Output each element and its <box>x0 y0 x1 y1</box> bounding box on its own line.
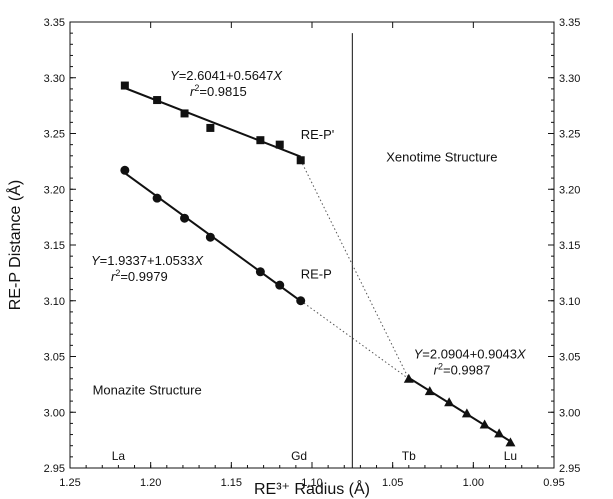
annotation-label: Xenotime Structure <box>386 149 497 164</box>
y-tick-label: 3.05 <box>44 352 65 364</box>
annotation-label: RE-P' <box>301 127 335 142</box>
fit-r-squared: r2=0.9979 <box>111 268 168 284</box>
fit-r-squared: r2=0.9815 <box>190 83 247 99</box>
square-marker <box>256 136 265 145</box>
y-tick-label-right: 3.35 <box>559 17 580 29</box>
circle-marker <box>152 193 162 203</box>
y-tick-label-right: 2.95 <box>559 463 580 475</box>
square-marker <box>153 96 162 105</box>
equation-x-symbol: X <box>272 68 283 83</box>
r-squared-value: =0.9979 <box>120 269 167 284</box>
fit-equation: Y=2.6041+0.5647X <box>170 68 283 83</box>
element-label: Lu <box>504 449 517 463</box>
y-tick-label-right: 3.20 <box>559 184 580 196</box>
fit-equation: Y=2.0904+0.9043X <box>414 347 527 362</box>
fit-line <box>408 376 511 443</box>
equation-coefficients: =2.6041+0.5647 <box>179 68 274 83</box>
triangle-marker <box>494 428 505 438</box>
x-tick-label: 1.15 <box>221 477 242 489</box>
square-marker <box>296 156 305 165</box>
element-label: Gd <box>291 449 307 463</box>
dotted-connector <box>300 160 410 380</box>
y-tick-label: 3.10 <box>44 296 65 308</box>
y-tick-label: 3.15 <box>44 240 65 252</box>
x-tick-label: 1.10 <box>301 477 322 489</box>
ticks <box>69 21 555 469</box>
triangle-marker <box>505 437 516 447</box>
triangle-marker <box>479 419 490 429</box>
element-label: Tb <box>402 449 416 463</box>
square-marker <box>120 81 129 90</box>
y-tick-label-right: 3.30 <box>559 73 580 85</box>
y-axis-title: RE-P Distance (Å) <box>5 180 24 310</box>
annotation-label: Monazite Structure <box>93 382 202 397</box>
y-tick-label: 3.20 <box>44 184 65 196</box>
x-tick-label: 1.00 <box>463 477 484 489</box>
fit-r-squared: r2=0.9987 <box>434 362 491 378</box>
y-tick-label-right: 3.00 <box>559 407 580 419</box>
y-tick-label: 3.25 <box>44 129 65 141</box>
plot-frame <box>69 21 555 469</box>
triangle-marker <box>461 408 472 418</box>
circle-marker <box>180 213 190 223</box>
y-tick-label-right: 3.25 <box>559 129 580 141</box>
annotation-label: RE-P <box>301 266 332 281</box>
y-tick-label: 3.00 <box>44 407 65 419</box>
r-squared-value: =0.9815 <box>199 84 246 99</box>
r-squared-value: =0.9987 <box>443 363 490 378</box>
tick-labels: 1.25 1.20 1.15 1.10 1.05 1.00 0.95 2.95 2.95 3.00… <box>44 17 581 489</box>
overlays <box>300 33 410 468</box>
equation-x-symbol: X <box>193 253 204 268</box>
square-marker <box>206 123 215 132</box>
circle-marker <box>120 165 130 175</box>
triangle-marker <box>403 373 414 383</box>
equation-y-symbol: Y <box>414 347 424 362</box>
equation-y-symbol: Y <box>91 253 101 268</box>
circle-marker <box>205 232 215 242</box>
equation-coefficients: =1.9337+1.0533 <box>100 253 195 268</box>
x-axis-title: RE³⁺ Radius (Å) <box>254 479 370 498</box>
circle-marker <box>255 267 265 277</box>
triangle-marker <box>444 397 455 407</box>
dotted-connector <box>300 300 410 380</box>
r-squared-exponent: 2 <box>115 268 120 278</box>
x-tick-label: 0.95 <box>543 477 564 489</box>
r-squared-exponent: 2 <box>438 362 443 372</box>
y-tick-label-right: 3.10 <box>559 296 580 308</box>
y-tick-label: 3.35 <box>44 17 65 29</box>
x-tick-label: 1.25 <box>59 477 80 489</box>
equation-y-symbol: Y <box>170 68 180 83</box>
r-squared-exponent: 2 <box>194 83 199 93</box>
circle-marker <box>296 296 306 306</box>
y-tick-label-right: 3.05 <box>559 352 580 364</box>
r-symbol: r <box>434 363 439 378</box>
circle-marker <box>275 280 285 290</box>
triangle-marker <box>424 386 435 396</box>
y-tick-label-right: 3.15 <box>559 240 580 252</box>
square-marker <box>275 140 284 149</box>
y-tick-label: 2.95 <box>44 463 65 475</box>
r-symbol: r <box>190 84 195 99</box>
x-tick-label: 1.05 <box>382 477 403 489</box>
chart-labels: Y=2.6041+0.5647Xr2=0.9815Y=1.9337+1.0533… <box>91 68 527 463</box>
equation-x-symbol: X <box>516 347 527 362</box>
square-marker <box>180 109 189 118</box>
fit-equation: Y=1.9337+1.0533X <box>91 253 204 268</box>
y-tick-label: 3.30 <box>44 73 65 85</box>
x-tick-label: 1.20 <box>140 477 161 489</box>
element-label: La <box>112 449 126 463</box>
equation-coefficients: =2.0904+0.9043 <box>422 347 517 362</box>
r-symbol: r <box>111 269 116 284</box>
data-marks <box>120 81 516 447</box>
